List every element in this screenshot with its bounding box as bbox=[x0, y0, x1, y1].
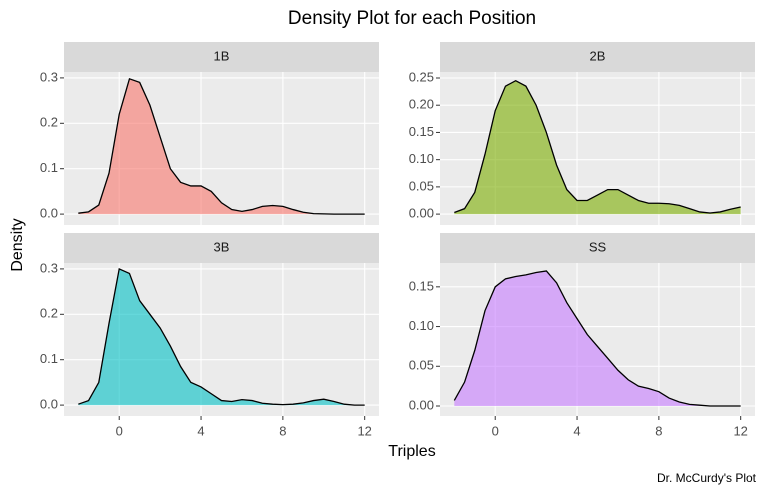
x-tick-label: 4 bbox=[573, 423, 580, 438]
x-tick-label: 4 bbox=[197, 423, 204, 438]
y-tick-label: 0.10 bbox=[409, 151, 434, 166]
density-area bbox=[78, 78, 365, 215]
density-line bbox=[453, 270, 741, 407]
y-tick-label: 0.3 bbox=[40, 69, 58, 84]
y-tick-label: 0.20 bbox=[409, 97, 434, 112]
strip-label: 3B bbox=[214, 239, 230, 254]
y-tick-label: 0.15 bbox=[409, 124, 434, 139]
y-tick-label: 0.0 bbox=[40, 397, 58, 412]
strip bbox=[440, 42, 755, 72]
density-area bbox=[454, 80, 741, 215]
x-tick-label: 0 bbox=[492, 423, 499, 438]
y-tick-label: 0.1 bbox=[40, 160, 58, 175]
density-area bbox=[454, 270, 741, 406]
caption: Dr. McCurdy's Plot bbox=[657, 471, 757, 485]
y-tick-label: 0.3 bbox=[40, 260, 58, 275]
density-area bbox=[78, 268, 365, 406]
y-tick-label: 0.1 bbox=[40, 351, 58, 366]
y-tick-label: 0.2 bbox=[40, 115, 58, 130]
y-tick-label: 0.15 bbox=[409, 278, 434, 293]
density-line bbox=[454, 79, 741, 214]
chart-title: Density Plot for each Position bbox=[288, 8, 536, 29]
y-tick-label: 0.05 bbox=[409, 178, 434, 193]
x-tick-label: 8 bbox=[655, 423, 662, 438]
density-line bbox=[78, 267, 365, 406]
strip-label: SS bbox=[589, 239, 607, 254]
strip-label: 2B bbox=[590, 48, 606, 63]
strip bbox=[64, 42, 379, 72]
y-tick-label: 0.00 bbox=[409, 206, 434, 221]
y-tick-label: 0.25 bbox=[409, 69, 434, 84]
y-axis-label: Density bbox=[9, 218, 26, 271]
y-tick-label: 0.10 bbox=[409, 318, 434, 333]
y-tick-label: 0.0 bbox=[40, 206, 58, 221]
x-tick-label: 8 bbox=[279, 423, 286, 438]
strip bbox=[64, 233, 379, 263]
x-axis-label: Triples bbox=[388, 443, 435, 460]
x-tick-label: 0 bbox=[116, 423, 123, 438]
strip-label: 1B bbox=[214, 48, 230, 63]
x-tick-label: 12 bbox=[357, 423, 371, 438]
density-line bbox=[78, 77, 365, 215]
strip bbox=[440, 233, 755, 263]
y-tick-label: 0.05 bbox=[409, 358, 434, 373]
x-tick-label: 12 bbox=[733, 423, 747, 438]
y-tick-label: 0.2 bbox=[40, 306, 58, 321]
y-tick-label: 0.00 bbox=[409, 397, 434, 412]
